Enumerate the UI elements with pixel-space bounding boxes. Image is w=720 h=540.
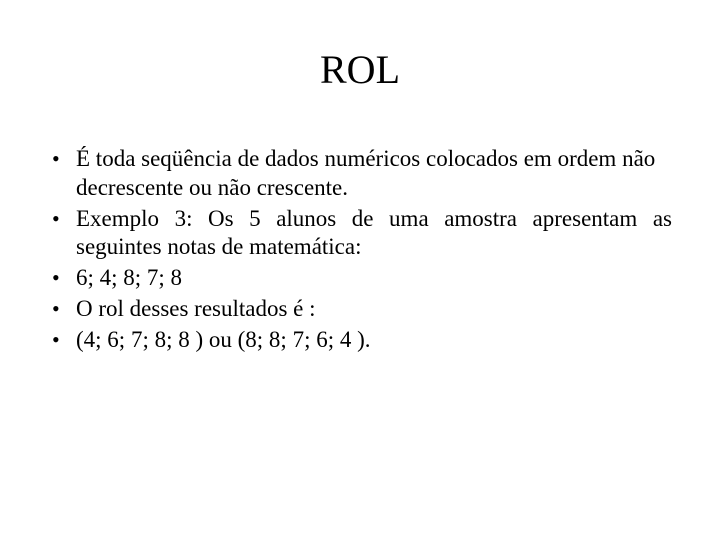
bullet-item: 6; 4; 8; 7; 8 — [48, 264, 672, 293]
slide: ROL É toda seqüência de dados numéricos … — [0, 0, 720, 540]
bullet-text: É toda seqüência de dados numéricos colo… — [76, 146, 655, 200]
bullet-text: 6; 4; 8; 7; 8 — [76, 265, 182, 290]
bullet-item: Exemplo 3: Os 5 alunos de uma amostra ap… — [48, 205, 672, 263]
bullet-item: (4; 6; 7; 8; 8 ) ou (8; 8; 7; 6; 4 ). — [48, 326, 672, 355]
bullet-text: (4; 6; 7; 8; 8 ) ou (8; 8; 7; 6; 4 ). — [76, 327, 371, 352]
bullet-item: É toda seqüência de dados numéricos colo… — [48, 145, 672, 203]
bullet-item: O rol desses resultados é : — [48, 295, 672, 324]
bullet-text: O rol desses resultados é : — [76, 296, 316, 321]
bullet-list: É toda seqüência de dados numéricos colo… — [48, 145, 672, 354]
slide-title: ROL — [48, 46, 672, 93]
bullet-text: Exemplo 3: Os 5 alunos de uma amostra ap… — [76, 206, 672, 260]
